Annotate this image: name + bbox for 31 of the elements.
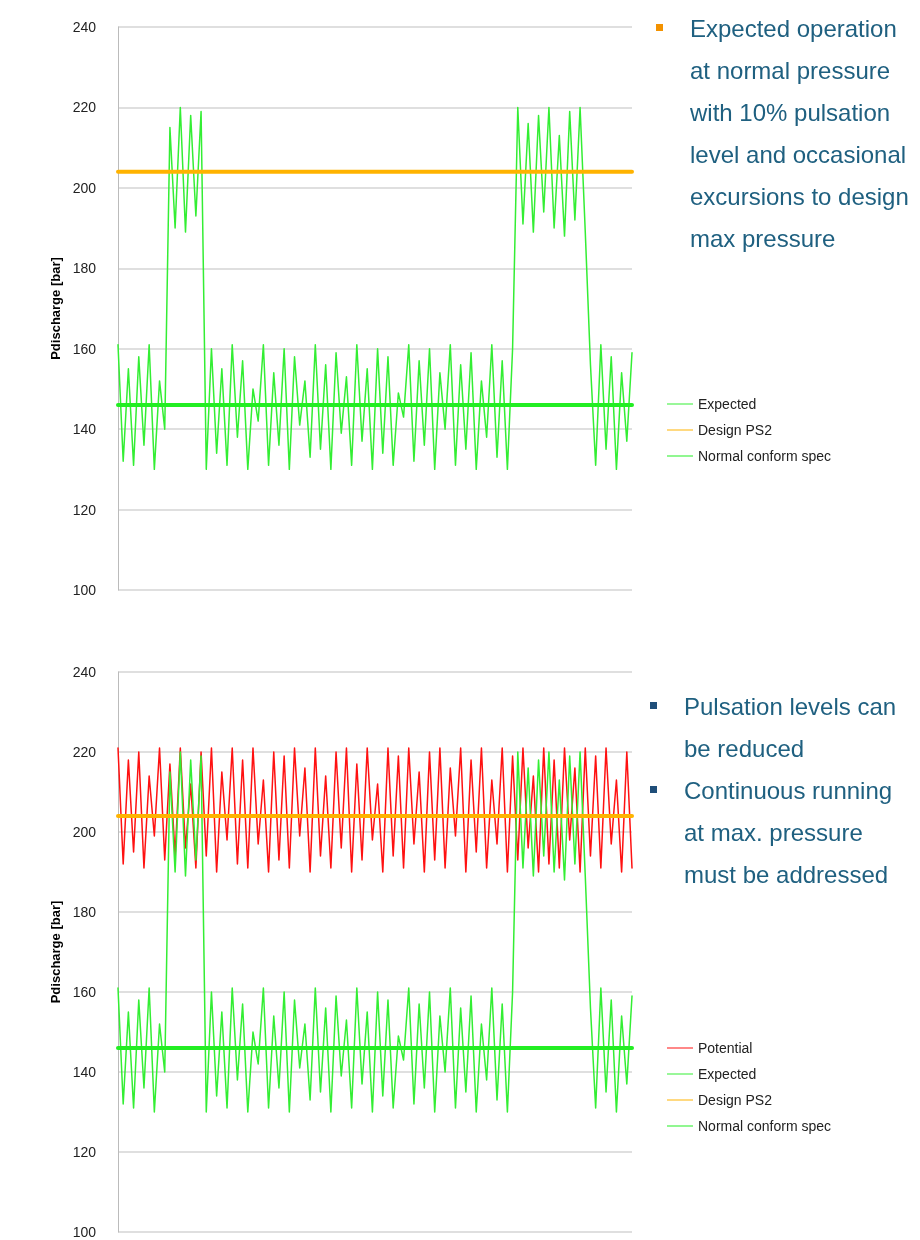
legend-label: Design PS2: [698, 1092, 773, 1108]
y-tick-label: 240: [72, 19, 97, 35]
y-tick-label: 200: [72, 824, 97, 840]
y-tick-label: 220: [72, 744, 97, 760]
line-series: [117, 747, 633, 873]
y-tick-label: 180: [72, 904, 97, 920]
legend-label: Expected: [698, 1066, 757, 1082]
legend-label: Design PS2: [698, 422, 773, 438]
legend-label: Normal conform spec: [698, 1118, 832, 1134]
y-tick-label: 180: [72, 260, 97, 277]
y-tick-label: 120: [72, 1144, 97, 1160]
y-tick-label: 200: [72, 179, 97, 196]
y-tick-label: 160: [72, 340, 97, 357]
legend-label: Normal conform spec: [698, 448, 832, 464]
line-series: [117, 106, 633, 471]
line-series: [117, 751, 633, 1113]
y-tick-label: 140: [72, 421, 97, 438]
y-axis-title: Pdischarge [bar]: [47, 900, 63, 1004]
text: Expected operation at normal pressure with 10% pulsation level and occasional excursions to design max pressure: [690, 15, 909, 252]
legend-label: Expected: [698, 396, 757, 412]
legend-label: Potential: [698, 1040, 753, 1056]
text: Continuous running at max. pressure must be addressed: [684, 777, 893, 888]
y-tick-label: 220: [72, 99, 97, 116]
y-tick-label: 160: [72, 984, 97, 1000]
text: Pulsation levels can be reduced: [684, 693, 897, 762]
y-tick-label: 100: [72, 582, 97, 598]
y-tick-label: 240: [72, 664, 97, 680]
y-tick-label: 100: [72, 1224, 97, 1240]
y-tick-label: 120: [72, 501, 97, 518]
y-axis-title: Pdischarge [bar]: [47, 257, 63, 360]
y-tick-label: 140: [72, 1064, 97, 1080]
